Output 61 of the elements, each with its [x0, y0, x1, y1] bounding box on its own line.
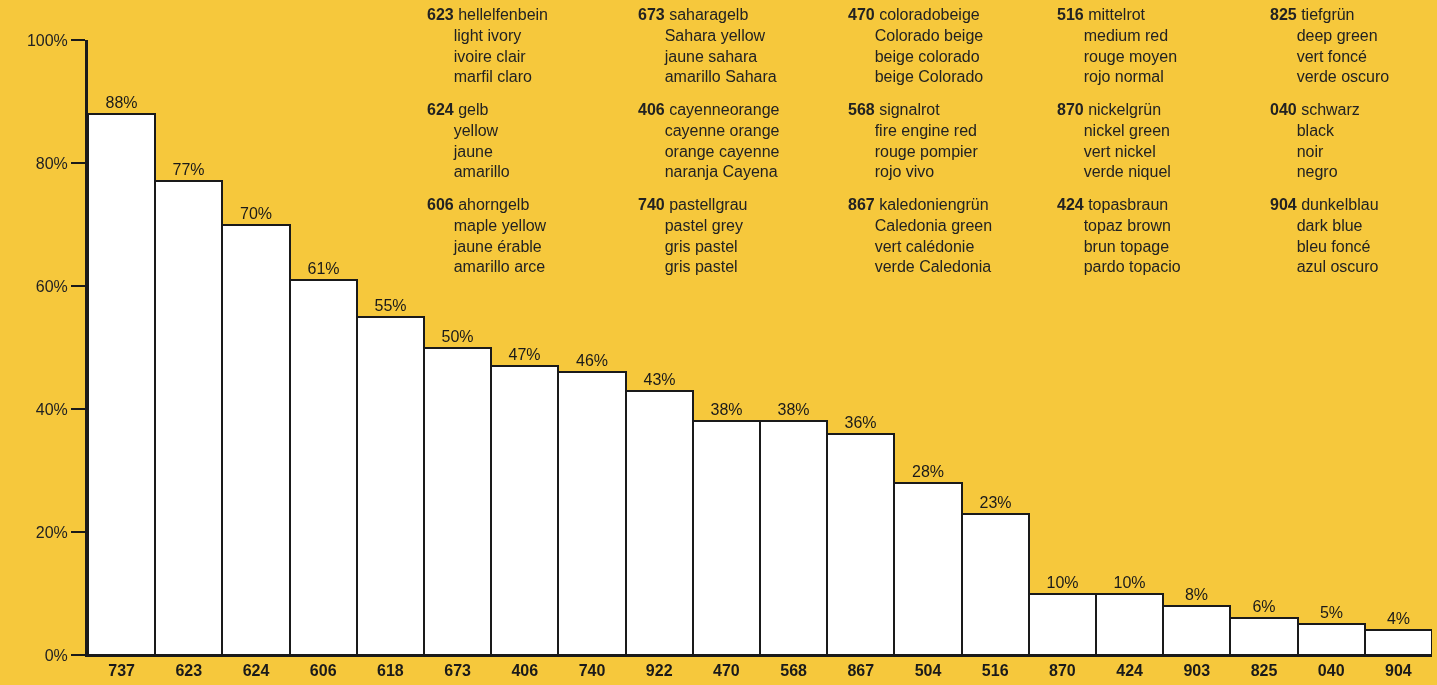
data-label: 70%: [239, 205, 273, 222]
x-tick-label: 516: [981, 662, 1009, 680]
data-label: 6%: [1252, 598, 1276, 615]
x-tick-label: 406: [511, 662, 539, 680]
y-tick-label: 100%: [26, 31, 68, 49]
y-tick-label: 40%: [35, 400, 68, 418]
x-tick-label: 624: [242, 662, 270, 680]
annotation: 867 kaledoniengrün Caledonia green vert calédonie verde Caledonia: [848, 196, 993, 276]
x-tick-label: 568: [780, 662, 808, 680]
data-label: 5%: [1319, 604, 1344, 621]
x-tick-label: 504: [914, 662, 942, 680]
x-tick-label: 870: [1049, 662, 1076, 680]
x-tick-label: 623: [175, 662, 203, 680]
annotation: 040 schwarz black noir negro: [1270, 101, 1360, 181]
data-label: 88%: [105, 94, 138, 111]
annotation: 516 mittelrot medium red rouge moyen rojo normal: [1057, 6, 1178, 86]
x-tick-label: 424: [1116, 662, 1144, 680]
x-tick-label: 470: [713, 662, 740, 680]
x-tick-label: 606: [309, 662, 337, 680]
annotation: 424 topasbraun topaz brown brun topage pardo topacio: [1057, 196, 1181, 276]
x-tick-label: 825: [1250, 662, 1278, 680]
data-label: 10%: [1113, 574, 1146, 591]
data-label: 77%: [172, 161, 205, 178]
data-label: 46%: [575, 352, 609, 369]
data-label: 28%: [911, 463, 945, 480]
annotation: 606 ahorngelb maple yellow jaune érable amarillo arce: [427, 196, 547, 276]
x-tick-label: 740: [578, 662, 606, 680]
data-label: 55%: [374, 297, 407, 314]
x-tick-label: 618: [377, 662, 404, 680]
data-label: 36%: [844, 414, 877, 431]
x-tick-label: 922: [645, 662, 673, 680]
data-label: 43%: [643, 371, 676, 388]
annotation: 406 cayenneorange cayenne orange orange cayenne naranja Cayena: [638, 101, 780, 181]
annotation: 470 coloradobeige Colorado beige beige colorado beige Colorado: [848, 6, 984, 86]
annotation: 673 saharagelb Sahara yellow jaune sahara amarillo Sahara: [638, 6, 777, 86]
data-label: 47%: [508, 346, 541, 363]
annotation: 568 signalrot fire engine red rouge pompier rojo vivo: [848, 101, 979, 181]
annotation: 904 dunkelblau dark blue bleu foncé azul oscuro: [1270, 196, 1379, 276]
y-tick-label: 0%: [44, 646, 68, 664]
annotation: 825 tiefgrün deep green vert foncé verde oscuro: [1270, 6, 1390, 86]
data-label: 61%: [307, 260, 340, 277]
data-label: 50%: [441, 328, 474, 345]
y-tick-label: 80%: [35, 154, 68, 172]
x-tick-label: 673: [444, 662, 472, 680]
data-label: 38%: [710, 401, 743, 418]
annotation: 623 hellelfenbein light ivory ivoire clair marfil claro: [427, 6, 548, 86]
x-tick-label: 040: [1317, 662, 1345, 680]
x-tick-label: 867: [847, 662, 875, 680]
annotation: 870 nickelgrün nickel green vert nickel verde niquel: [1057, 101, 1171, 181]
y-tick-label: 60%: [35, 277, 68, 295]
y-tick-label: 20%: [35, 523, 68, 541]
x-tick-label: 737: [108, 662, 136, 680]
annotation: 740 pastellgrau pastel grey gris pastel gris pastel: [638, 196, 748, 276]
data-label: 4%: [1386, 610, 1411, 627]
data-label: 8%: [1184, 586, 1209, 603]
annotation: 624 gelb yellow jaune amarillo: [427, 101, 510, 181]
x-tick-label: 904: [1385, 662, 1412, 680]
data-label: 10%: [1046, 574, 1079, 591]
data-label: 23%: [979, 494, 1012, 511]
data-label: 38%: [777, 401, 810, 418]
x-tick-label: 903: [1183, 662, 1211, 680]
